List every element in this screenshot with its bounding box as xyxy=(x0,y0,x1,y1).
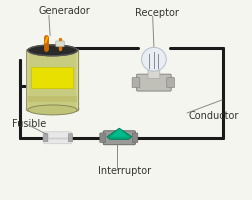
FancyBboxPatch shape xyxy=(44,134,48,142)
FancyBboxPatch shape xyxy=(28,49,77,111)
Ellipse shape xyxy=(28,45,77,56)
Ellipse shape xyxy=(28,105,77,115)
Text: Interruptor: Interruptor xyxy=(98,166,151,176)
Ellipse shape xyxy=(142,47,166,71)
FancyBboxPatch shape xyxy=(103,131,135,145)
FancyBboxPatch shape xyxy=(148,70,160,79)
Polygon shape xyxy=(107,128,132,139)
FancyBboxPatch shape xyxy=(167,78,174,88)
Text: Fusible: Fusible xyxy=(12,119,46,129)
FancyBboxPatch shape xyxy=(100,133,105,143)
FancyBboxPatch shape xyxy=(29,49,76,111)
FancyBboxPatch shape xyxy=(137,74,171,91)
FancyBboxPatch shape xyxy=(68,134,73,142)
Text: Generador: Generador xyxy=(39,6,91,16)
FancyBboxPatch shape xyxy=(43,132,72,144)
FancyBboxPatch shape xyxy=(28,96,77,102)
FancyBboxPatch shape xyxy=(132,78,140,88)
Text: Conductor: Conductor xyxy=(188,111,239,121)
FancyBboxPatch shape xyxy=(32,68,74,89)
Polygon shape xyxy=(111,129,127,137)
FancyBboxPatch shape xyxy=(56,41,64,47)
FancyBboxPatch shape xyxy=(27,49,79,111)
Ellipse shape xyxy=(25,103,80,114)
FancyBboxPatch shape xyxy=(132,133,138,143)
Text: Receptor: Receptor xyxy=(135,8,179,18)
